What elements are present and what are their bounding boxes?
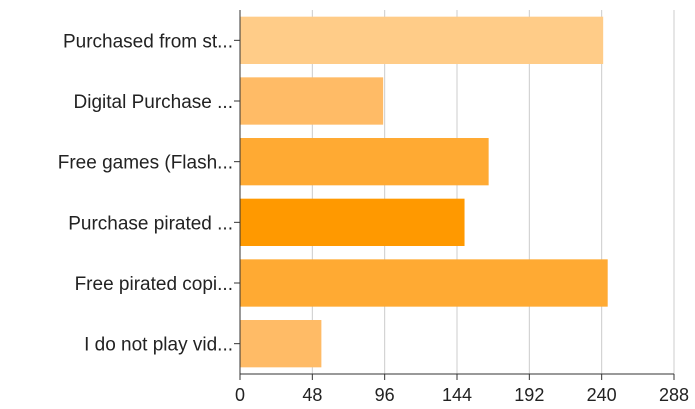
bar-4 <box>240 198 465 246</box>
x-tick-label: 240 <box>587 385 617 405</box>
category-label: Digital Purchase ... <box>74 92 233 113</box>
bar-5 <box>240 259 608 307</box>
category-labels: Purchased from st... Digital Purchase ...… <box>58 31 233 355</box>
category-label: Purchase pirated ... <box>68 213 233 234</box>
axes <box>234 10 675 380</box>
category-label: Purchased from st... <box>63 31 233 52</box>
bar-2 <box>240 77 384 125</box>
x-tick-label: 0 <box>235 385 245 405</box>
grid-lines <box>311 10 675 374</box>
bar-1 <box>240 16 604 64</box>
category-label: Free pirated copi... <box>75 274 233 295</box>
x-tick-label: 96 <box>375 385 395 405</box>
category-label: I do not play vid... <box>84 335 233 356</box>
bar-6 <box>240 320 322 368</box>
bars <box>240 16 608 368</box>
x-tick-label: 288 <box>659 385 689 405</box>
x-tick-labels: 0 48 96 144 192 240 288 <box>235 385 689 405</box>
category-label: Free games (Flash... <box>58 153 233 174</box>
x-tick-label: 192 <box>514 385 544 405</box>
x-tick-label: 144 <box>442 385 472 405</box>
x-tick-label: 48 <box>302 385 322 405</box>
bar-3 <box>240 138 489 186</box>
